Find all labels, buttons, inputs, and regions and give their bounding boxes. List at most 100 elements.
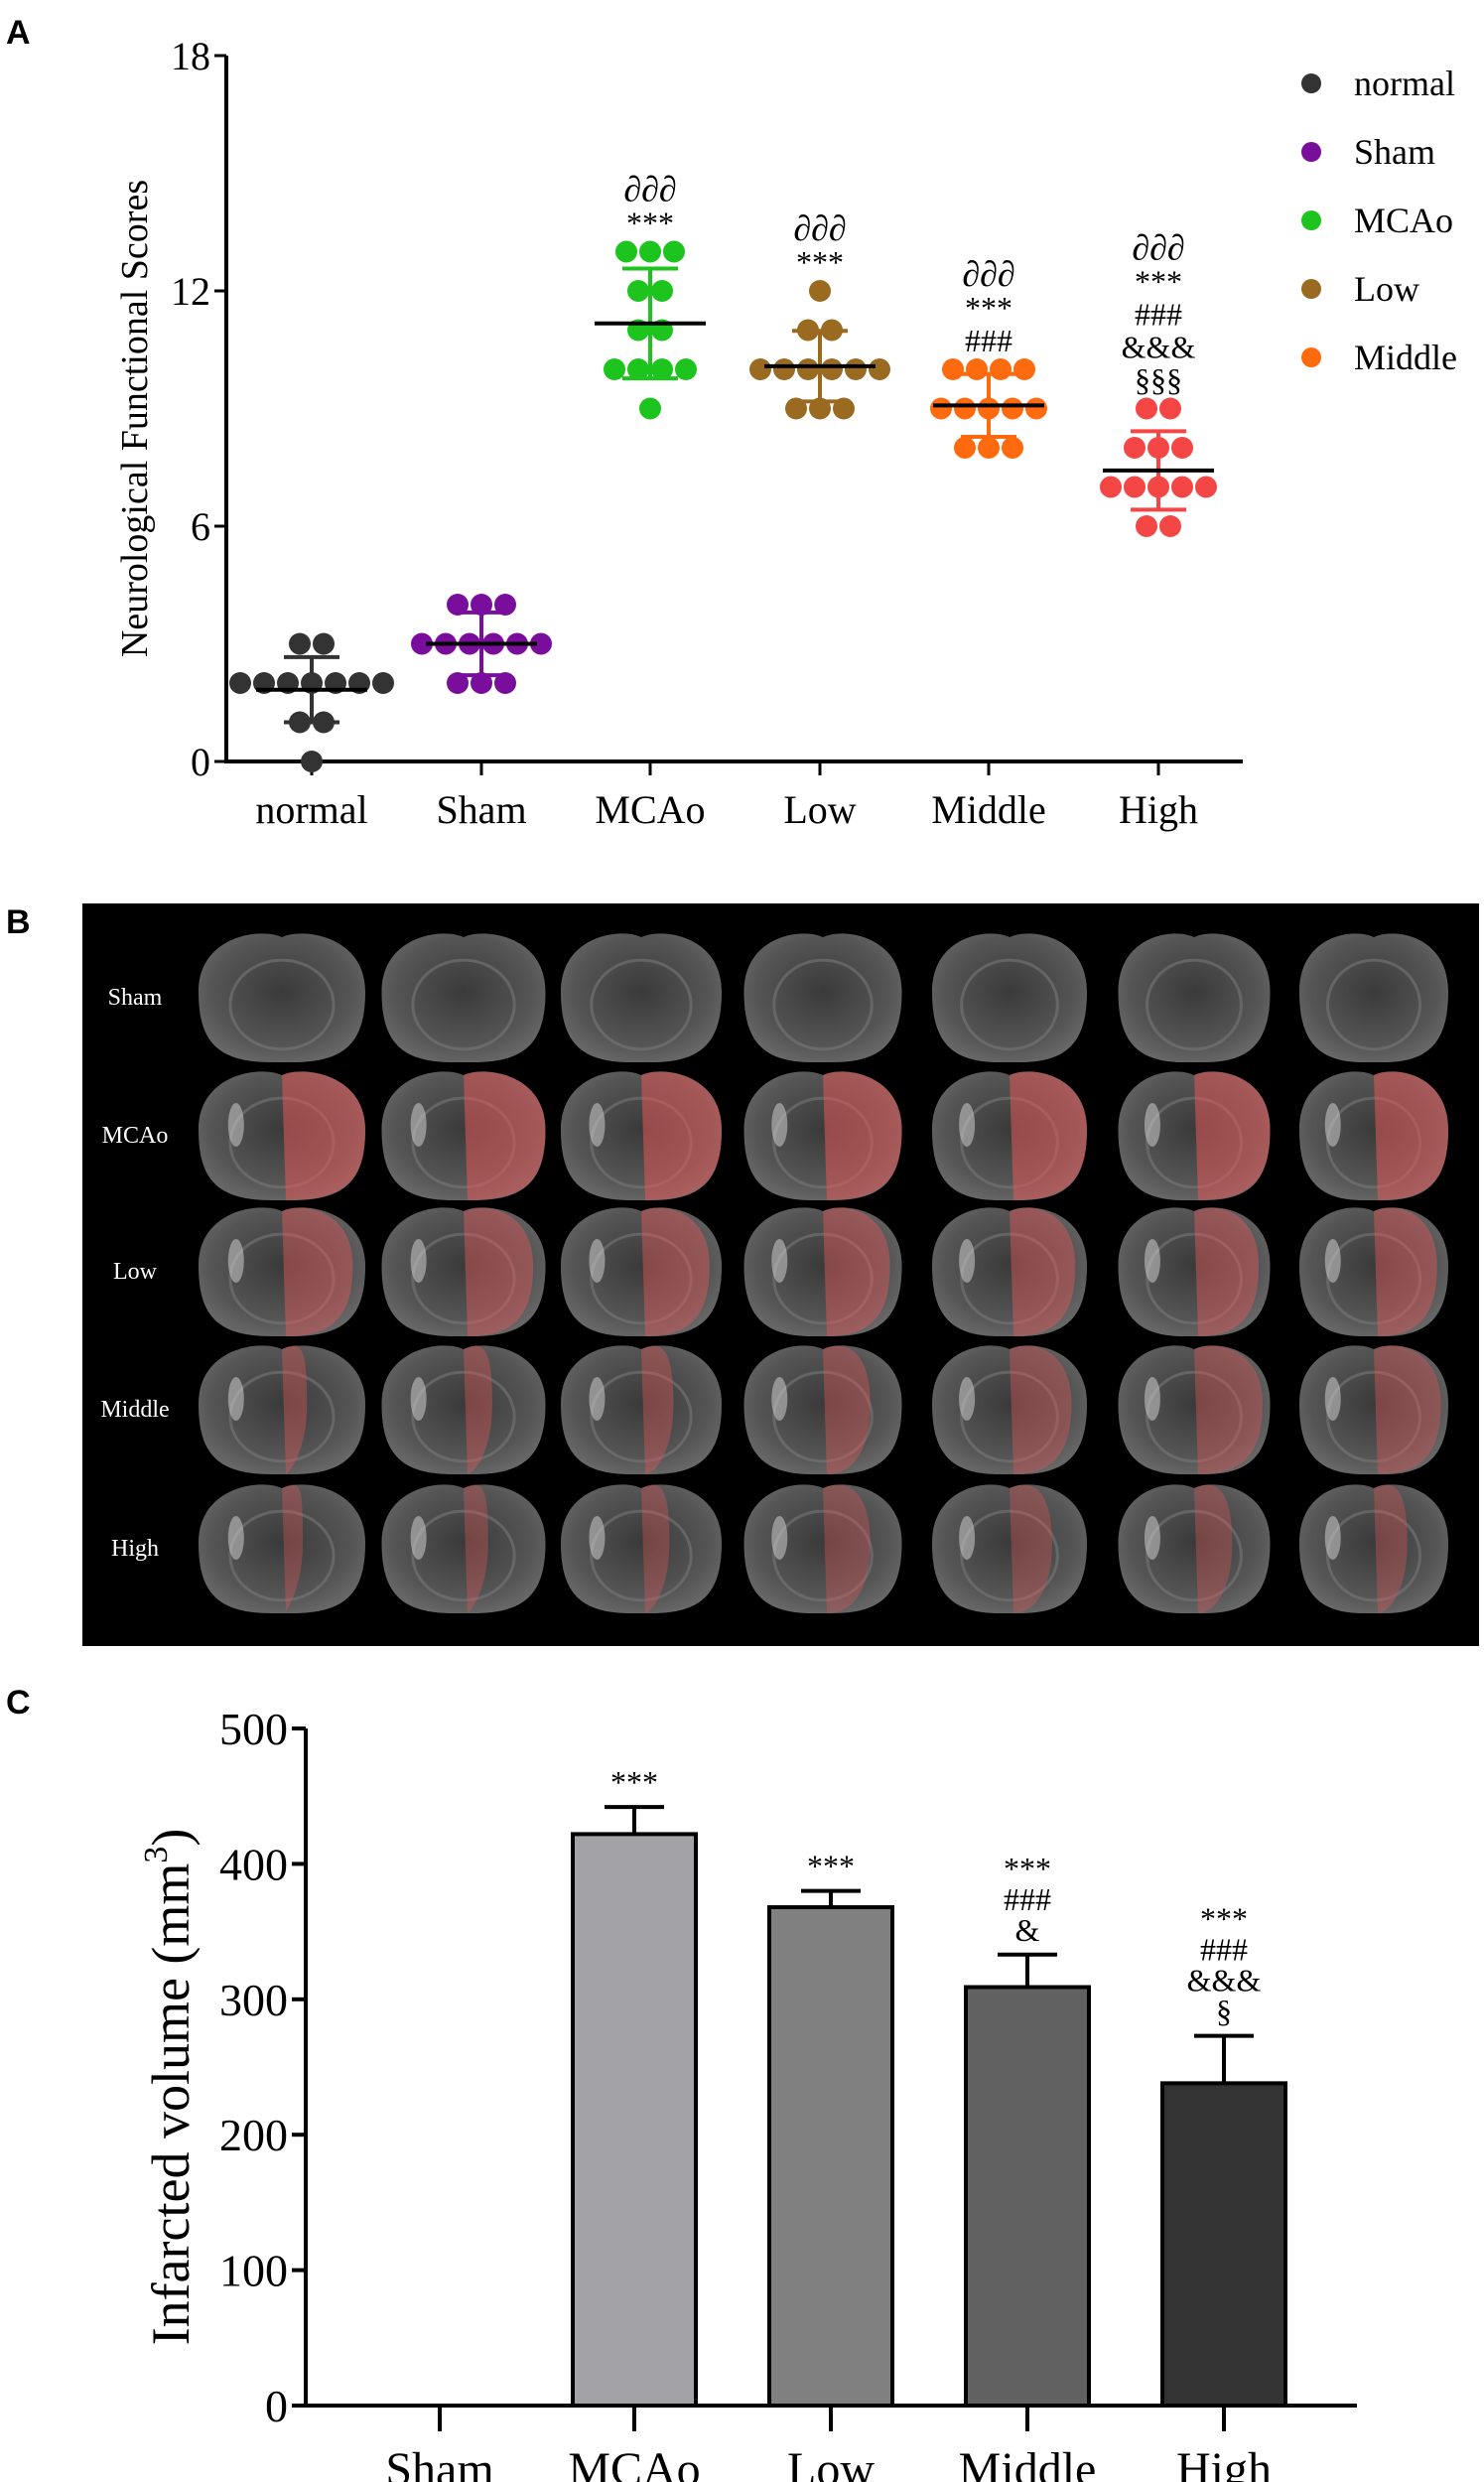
- data-point-sham: [447, 594, 469, 616]
- ventricle-highlight: [227, 1103, 244, 1147]
- panel-c-bar-chart: Sham***MCAo***Low***###&Middle***###&&&§…: [138, 1704, 1357, 2482]
- brain-ventricle-outline: [1326, 1232, 1421, 1325]
- y-axis-label: Infarcted volume (mm3): [138, 1829, 201, 2346]
- infarct-overlay: [641, 1345, 674, 1474]
- significance-marker: ###: [1004, 1881, 1051, 1917]
- row-label: MCAo: [102, 1123, 169, 1149]
- data-point-mcao: [639, 397, 661, 420]
- data-point-low: [821, 358, 843, 380]
- brain-slice: [1299, 1484, 1448, 1613]
- infarct-overlay: [641, 1207, 710, 1336]
- significance-marker: ***: [1135, 264, 1182, 300]
- data-point-middle: [966, 358, 988, 380]
- data-point-high: [1171, 476, 1193, 498]
- y-axis-label-superscript: 3: [138, 1847, 175, 1863]
- infarct-overlay: [1374, 1071, 1448, 1200]
- significance-marker: ***: [626, 206, 674, 241]
- infarct-overlay: [823, 1484, 871, 1613]
- brain-slice: [561, 1345, 722, 1474]
- brain-slice: [743, 933, 902, 1062]
- data-point-normal: [289, 632, 311, 655]
- data-point-sham: [494, 594, 516, 616]
- data-point-high: [1100, 476, 1122, 498]
- data-point-mcao: [615, 240, 637, 263]
- row-label: Middle: [100, 1397, 169, 1423]
- data-point-low: [845, 358, 867, 380]
- data-point-middle: [930, 397, 952, 420]
- y-tick-label: 6: [191, 504, 210, 549]
- brain-ventricle-outline: [1326, 958, 1421, 1051]
- data-point-mcao: [627, 358, 649, 380]
- data-point-mcao: [651, 358, 673, 380]
- ventricle-highlight: [1144, 1516, 1160, 1560]
- data-point-sham: [494, 672, 516, 694]
- infarct-overlay: [282, 1484, 303, 1613]
- x-tick-label: normal: [255, 787, 367, 832]
- brain-ventricle-outline: [228, 958, 336, 1051]
- legend-label: normal: [1354, 64, 1455, 103]
- brain-slice: [932, 933, 1087, 1062]
- significance-marker: ∂∂∂: [793, 208, 846, 248]
- significance-marker: §: [1216, 1994, 1232, 2029]
- x-tick-label: High: [1119, 787, 1198, 832]
- legend-label: MCAo: [1354, 201, 1453, 240]
- legend-marker: [1301, 73, 1321, 93]
- y-tick-label: 0: [191, 740, 210, 784]
- significance-marker: &&&: [1122, 330, 1196, 365]
- brain-slice: [743, 1345, 902, 1474]
- infarct-overlay: [1194, 1345, 1263, 1474]
- x-tick-label: Sham: [385, 2443, 493, 2482]
- brain-ventricle-outline: [960, 1509, 1059, 1602]
- significance-marker: &&&: [1187, 1963, 1262, 1999]
- ventricle-highlight: [589, 1239, 606, 1283]
- infarct-overlay: [464, 1345, 492, 1474]
- infarct-overlay: [823, 1345, 871, 1474]
- brain-ventricle-outline: [1326, 1370, 1421, 1463]
- significance-marker: ∂∂∂: [623, 170, 676, 209]
- data-point-sham: [447, 672, 469, 694]
- brain-ventricle-outline: [772, 1370, 874, 1463]
- x-tick-label: Middle: [959, 2443, 1097, 2482]
- significance-marker: ∂∂∂: [962, 254, 1014, 294]
- brain-slice: [561, 933, 722, 1062]
- data-point-middle: [1002, 397, 1023, 420]
- infarct-overlay: [1194, 1071, 1271, 1200]
- brain-ventricle-outline: [1146, 1370, 1243, 1463]
- significance-marker: &: [1015, 1912, 1040, 1948]
- bar-middle: [964, 1985, 1091, 2409]
- brain-slice: [199, 1484, 365, 1613]
- ventricle-highlight: [771, 1516, 788, 1560]
- legend-label: Low: [1354, 269, 1419, 309]
- significance-marker: ###: [1135, 297, 1182, 333]
- infarct-overlay: [1194, 1207, 1260, 1336]
- ventricle-highlight: [410, 1103, 427, 1147]
- significance-marker: ***: [610, 1764, 658, 1800]
- brain-slice: [932, 1484, 1087, 1613]
- data-point-sham: [530, 632, 552, 655]
- data-point-low: [869, 358, 890, 380]
- brain-slice: [1118, 1484, 1271, 1613]
- brain-slice: [381, 1345, 546, 1474]
- brain-slice: [561, 1484, 722, 1613]
- data-point-sham: [411, 632, 433, 655]
- brain-slice: [1118, 933, 1271, 1062]
- data-point-normal: [313, 632, 335, 655]
- data-point-low: [749, 358, 771, 380]
- significance-marker: ***: [807, 1849, 855, 1884]
- brain-ventricle-outline: [1146, 1232, 1243, 1325]
- infarct-overlay: [823, 1207, 890, 1336]
- bar-high: [1160, 2081, 1287, 2408]
- y-tick-label: 200: [219, 2110, 288, 2160]
- brain-slice: [199, 933, 365, 1062]
- legend-marker: [1301, 279, 1321, 299]
- ventricle-highlight: [227, 1239, 244, 1283]
- brain-ventricle-outline: [960, 1232, 1059, 1325]
- ventricle-highlight: [410, 1377, 427, 1421]
- brain-slice: [1299, 933, 1448, 1062]
- brain-ventricle-outline: [960, 958, 1059, 1051]
- ventricle-highlight: [227, 1516, 244, 1560]
- data-point-middle: [954, 437, 976, 459]
- y-tick-label: 500: [219, 1704, 288, 1754]
- ventricle-highlight: [1144, 1239, 1160, 1283]
